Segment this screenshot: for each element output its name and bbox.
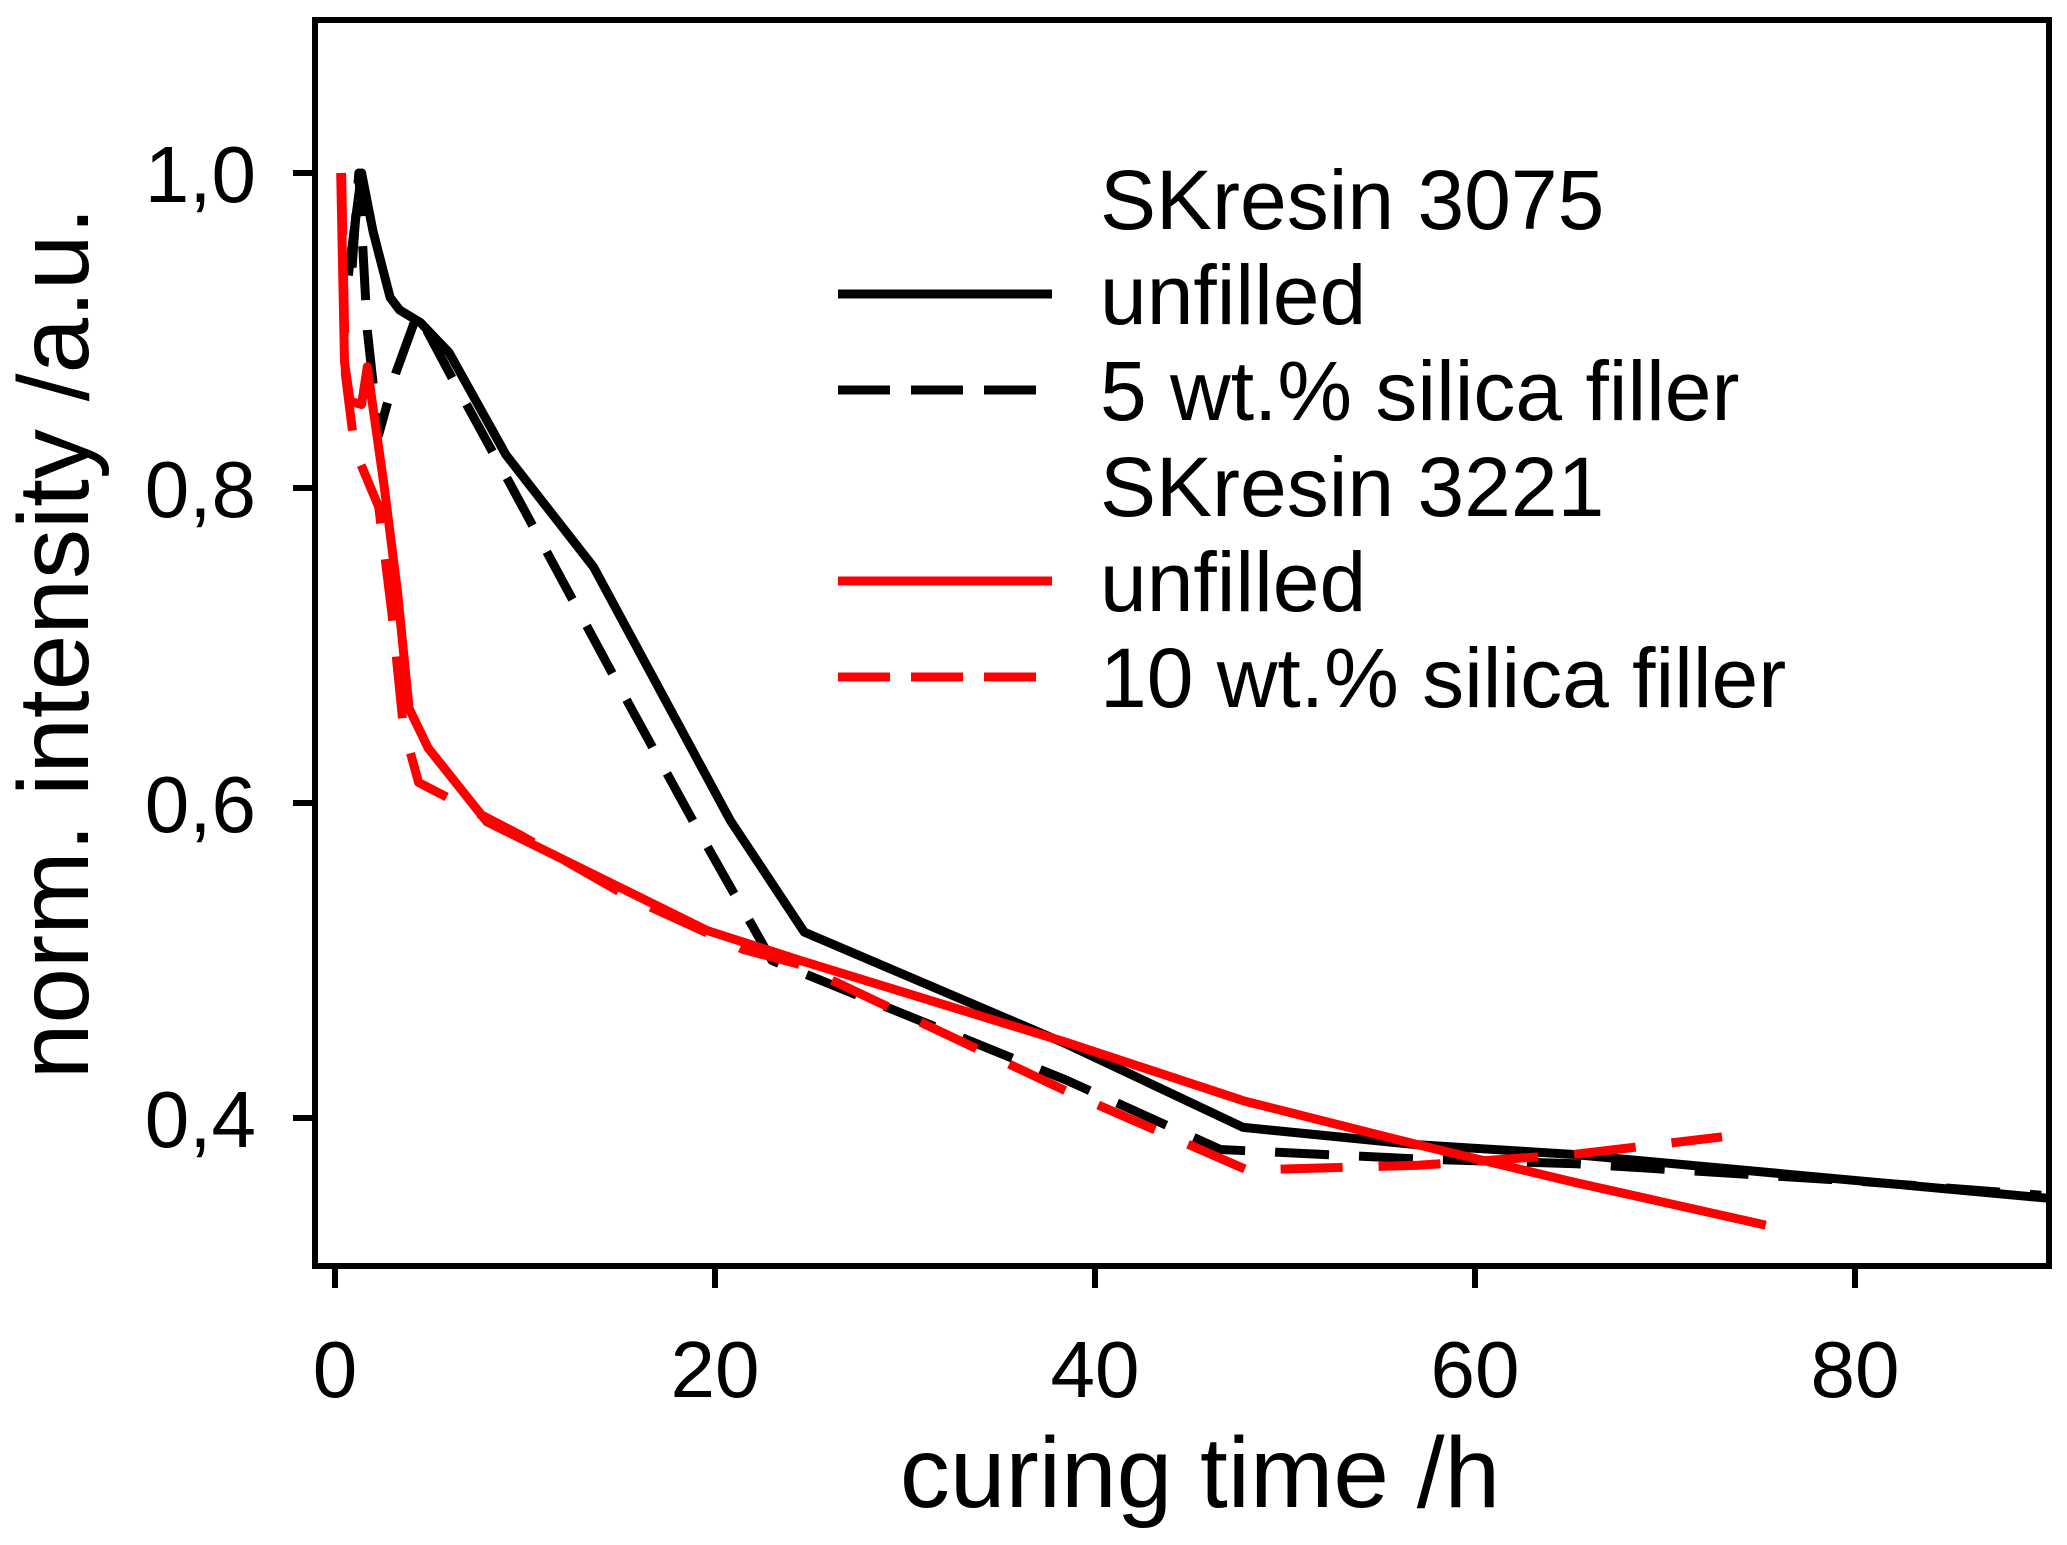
- x-axis-title: curing time /h: [900, 1417, 1500, 1529]
- y-tick-label: 0,8: [145, 445, 256, 534]
- y-axis-title: norm. intensity /a.u.: [0, 207, 110, 1080]
- x-tick-label: 80: [1811, 1325, 1900, 1414]
- y-tick-label: 1,0: [145, 130, 256, 219]
- x-tick-label: 20: [671, 1325, 760, 1414]
- plot-area-border: [312, 17, 2052, 1269]
- legend-group-title: SKresin 3221: [1100, 440, 1604, 534]
- legend-entry-label: unfilled: [1100, 248, 1366, 342]
- legend-entry-label: unfilled: [1100, 535, 1366, 629]
- series-line-4: [337, 172, 1723, 1175]
- legend-group-title: SKresin 3075: [1100, 153, 1604, 247]
- series-line-1: [343, 168, 2050, 1203]
- x-tick-label: 60: [1431, 1325, 1520, 1414]
- x-tick-label: 0: [313, 1325, 358, 1414]
- series-line-3: [336, 172, 1767, 1230]
- x-tick-label: 40: [1051, 1325, 1140, 1414]
- legend-entry-label: 5 wt.% silica filler: [1100, 344, 1739, 438]
- legend-entry-label: 10 wt.% silica filler: [1100, 631, 1786, 725]
- y-tick-label: 0,4: [145, 1075, 256, 1164]
- y-tick-label: 0,6: [145, 760, 256, 849]
